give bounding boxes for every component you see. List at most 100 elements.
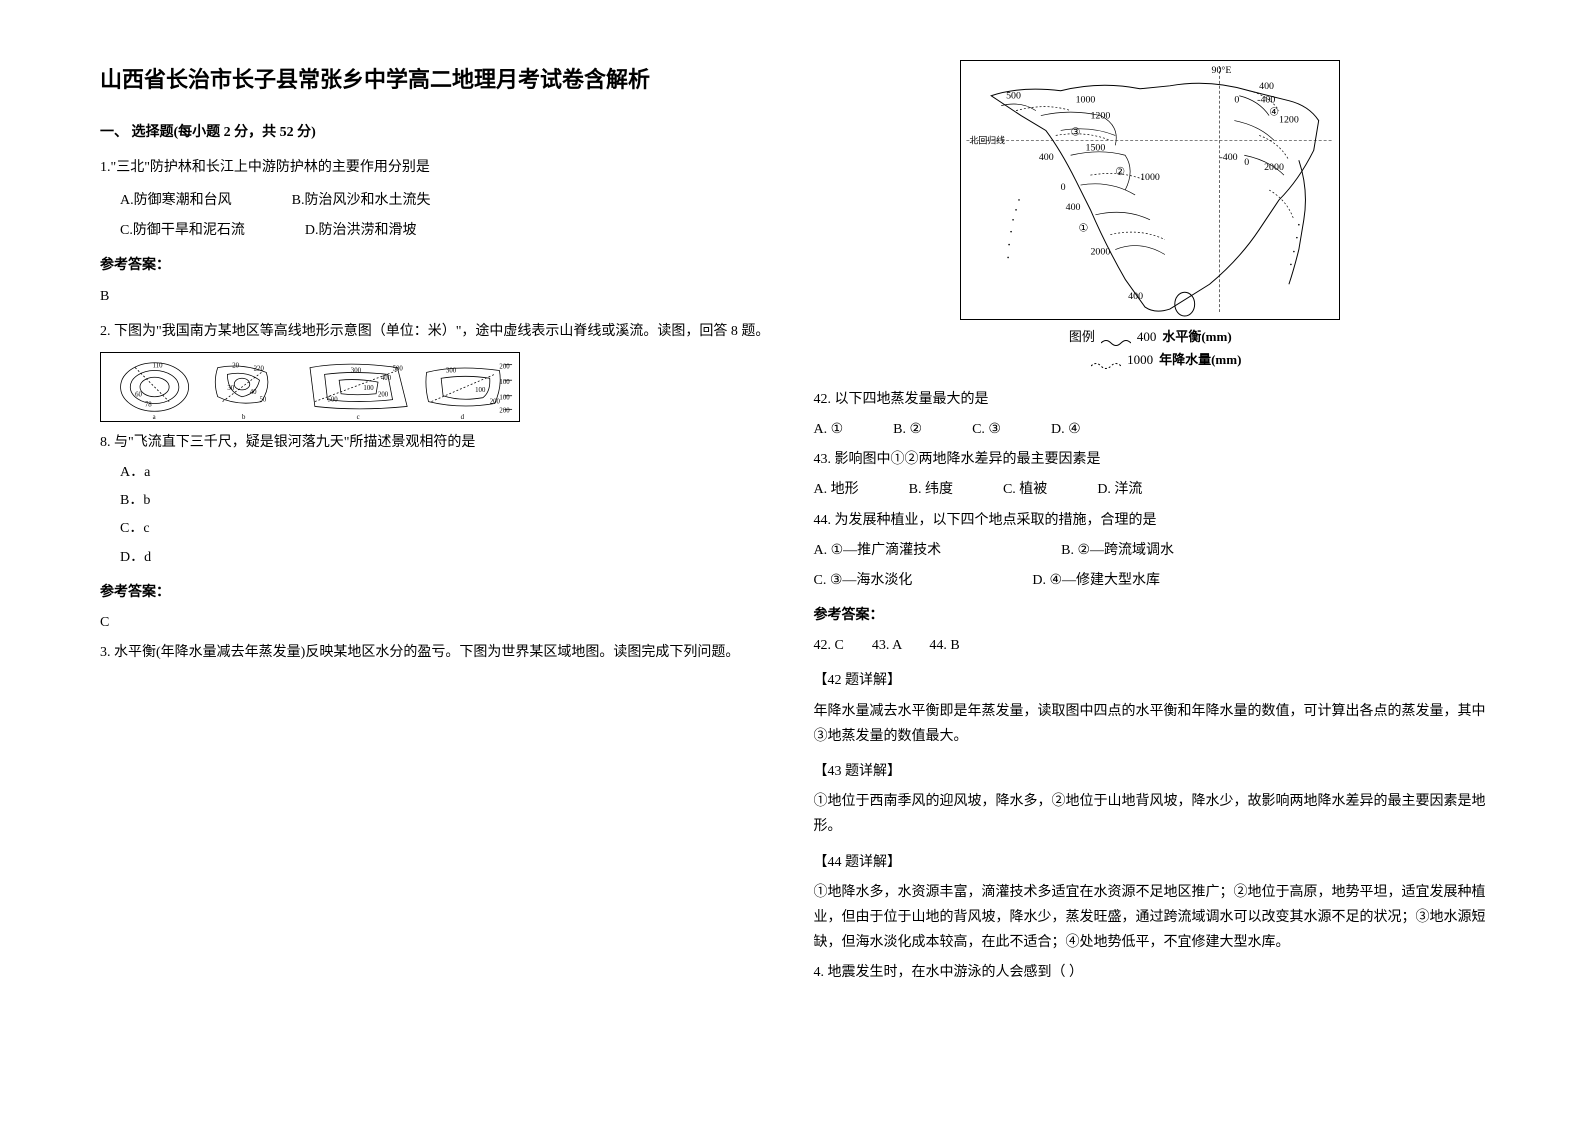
right-column: 90°E 500 1000 1200 1500 400 0 400 2000 4…: [794, 60, 1508, 1062]
svg-text:100: 100: [363, 385, 374, 392]
legend-solid-icon: [1101, 332, 1131, 342]
q1-opt-a: A.防御寒潮和台风: [120, 188, 232, 213]
q1-opt-c: C.防御干旱和泥石流: [120, 218, 245, 243]
map-legend: 图例 400 水平衡(mm) 图例 1000 年降水量(mm): [960, 325, 1340, 372]
page-title: 山西省长治市长子县常张乡中学高二地理月考试卷含解析: [100, 60, 774, 100]
svg-text:0: 0: [1235, 95, 1240, 106]
svg-text:-400: -400: [1220, 152, 1238, 163]
tropic-label: 北回归线: [970, 134, 1006, 145]
svg-text:400: 400: [1066, 202, 1081, 213]
svg-text:100: 100: [499, 395, 510, 402]
svg-text:400: 400: [1128, 291, 1143, 302]
svg-text:200: 200: [499, 407, 510, 414]
svg-text:300: 300: [351, 367, 362, 374]
q42-opt-d: D. ④: [1051, 417, 1081, 442]
legend2-text: 年降水量(mm): [1159, 348, 1241, 371]
contour-diagram: a b c d 60 78 110 20 220 30 40 50 500 10…: [100, 352, 520, 422]
q42-opt-a: A. ①: [814, 417, 844, 442]
q2-sub8: 8. 与"飞流直下三千尺，疑是银河落九天"所描述景观相符的是: [100, 430, 774, 455]
q42-opt-b: B. ②: [893, 417, 922, 442]
svg-text:1200: 1200: [1091, 111, 1111, 122]
q4-text: 4. 地震发生时，在水中游泳的人会感到（ ）: [814, 960, 1488, 985]
svg-text:c: c: [357, 414, 360, 421]
legend-label: 图例: [1069, 325, 1095, 348]
q2-opt-d: D．d: [120, 545, 774, 570]
q43-text: 43. 影响图中①②两地降水差异的最主要因素是: [814, 447, 1488, 472]
svg-text:110: 110: [153, 362, 164, 369]
q44-text: 44. 为发展种植业，以下四个地点采取的措施，合理的是: [814, 508, 1488, 533]
exp42-label: 【42 题详解】: [814, 668, 1488, 693]
svg-text:30: 30: [227, 385, 234, 392]
q2-answer: C: [100, 610, 774, 635]
q1-opt-b: B.防治风沙和水土流失: [292, 188, 431, 213]
q43-opt-b: B. 纬度: [909, 477, 953, 502]
svg-text:200: 200: [378, 392, 389, 399]
svg-text:400: 400: [1039, 152, 1054, 163]
q43-opt-d: D. 洋流: [1097, 477, 1142, 502]
svg-text:300: 300: [446, 367, 457, 374]
legend1-text: 水平衡(mm): [1162, 325, 1231, 348]
q43-opt-a: A. 地形: [814, 477, 859, 502]
question-1: 1."三北"防护林和长江上中游防护林的主要作用分别是 A.防御寒潮和台风 B.防…: [100, 155, 774, 244]
q2-text: 2. 下图为"我国南方某地区等高线地形示意图（单位：米）"，途中虚线表示山脊线或…: [100, 319, 774, 344]
svg-text:-400: -400: [1257, 95, 1275, 106]
svg-text:100: 100: [475, 387, 486, 394]
svg-text:20: 20: [232, 362, 239, 369]
map-diagram: 90°E 500 1000 1200 1500 400 0 400 2000 4…: [960, 60, 1340, 320]
exp43-label: 【43 题详解】: [814, 759, 1488, 784]
svg-text:60: 60: [135, 392, 142, 399]
exp44-text: ①地降水多，水资源丰富，滴灌技术多适宜在水资源不足地区推广；②地位于高原，地势平…: [814, 880, 1488, 956]
svg-text:2000: 2000: [1091, 247, 1111, 258]
q3-intro: 3. 水平衡(年降水量减去年蒸发量)反映某地区水分的盈亏。下图为世界某区域地图。…: [100, 640, 774, 665]
svg-text:b: b: [242, 414, 246, 421]
q44-opt-c: C. ③—海水淡化: [814, 568, 913, 593]
legend-dash-icon: [1091, 355, 1121, 365]
svg-text:④: ④: [1269, 107, 1279, 119]
answer-label-2: 参考答案：: [100, 580, 774, 605]
exp42-text: 年降水量减去水平衡即是年蒸发量，读取图中四点的水平衡和年降水量的数值，可计算出各…: [814, 699, 1488, 749]
legend1-val: 400: [1137, 325, 1157, 348]
svg-text:①: ①: [1079, 223, 1089, 235]
map-90e-label: 90°E: [1212, 65, 1232, 76]
svg-text:40: 40: [250, 389, 257, 396]
q44-opt-d: D. ④—修建大型水库: [1032, 568, 1160, 593]
q44-opt-b: B. ②—跨流域调水: [1061, 538, 1174, 563]
q43-opt-c: C. 植被: [1003, 477, 1047, 502]
q1-answer: B: [100, 284, 774, 309]
q42-text: 42. 以下四地蒸发量最大的是: [814, 387, 1488, 412]
svg-text:400: 400: [381, 375, 392, 382]
svg-text:500: 500: [1006, 91, 1021, 102]
svg-text:d: d: [461, 414, 465, 421]
q44-opt-a: A. ①—推广滴灌技术: [814, 538, 942, 563]
svg-text:100: 100: [499, 379, 510, 386]
q2-opt-c: C．c: [120, 516, 774, 541]
q2-opt-b: B．b: [120, 488, 774, 513]
q2-opt-a: A．a: [120, 460, 774, 485]
svg-text:a: a: [153, 414, 156, 421]
svg-text:1200: 1200: [1279, 115, 1299, 126]
svg-text:78: 78: [145, 401, 152, 408]
answer-label-3: 参考答案：: [814, 603, 1488, 628]
svg-text:②: ②: [1116, 166, 1126, 178]
svg-text:2000: 2000: [1264, 162, 1284, 173]
svg-text:220: 220: [254, 365, 265, 372]
exp44-label: 【44 题详解】: [814, 850, 1488, 875]
legend2-val: 1000: [1127, 348, 1153, 371]
q1-opt-d: D.防治洪涝和滑坡: [305, 218, 417, 243]
q3-answers: 42. C 43. A 44. B: [814, 633, 1488, 658]
map-container: 90°E 500 1000 1200 1500 400 0 400 2000 4…: [960, 60, 1340, 372]
exp43-text: ①地位于西南季风的迎风坡，降水多，②地位于山地背风坡，降水少，故影响两地降水差异…: [814, 789, 1488, 839]
svg-text:1000: 1000: [1140, 172, 1160, 183]
section-header: 一、 选择题(每小题 2 分，共 52 分): [100, 120, 774, 145]
svg-text:500: 500: [393, 365, 404, 372]
svg-text:0: 0: [1245, 157, 1250, 168]
q1-text: 1."三北"防护林和长江上中游防护林的主要作用分别是: [100, 155, 774, 180]
svg-text:400: 400: [1259, 81, 1274, 92]
svg-text:50: 50: [259, 396, 266, 403]
svg-text:1000: 1000: [1076, 95, 1096, 106]
svg-text:500: 500: [327, 396, 338, 403]
svg-text:1500: 1500: [1086, 142, 1106, 153]
svg-text:200: 200: [499, 363, 510, 370]
q42-opt-c: C. ③: [972, 417, 1001, 442]
svg-text:0: 0: [1061, 182, 1066, 193]
